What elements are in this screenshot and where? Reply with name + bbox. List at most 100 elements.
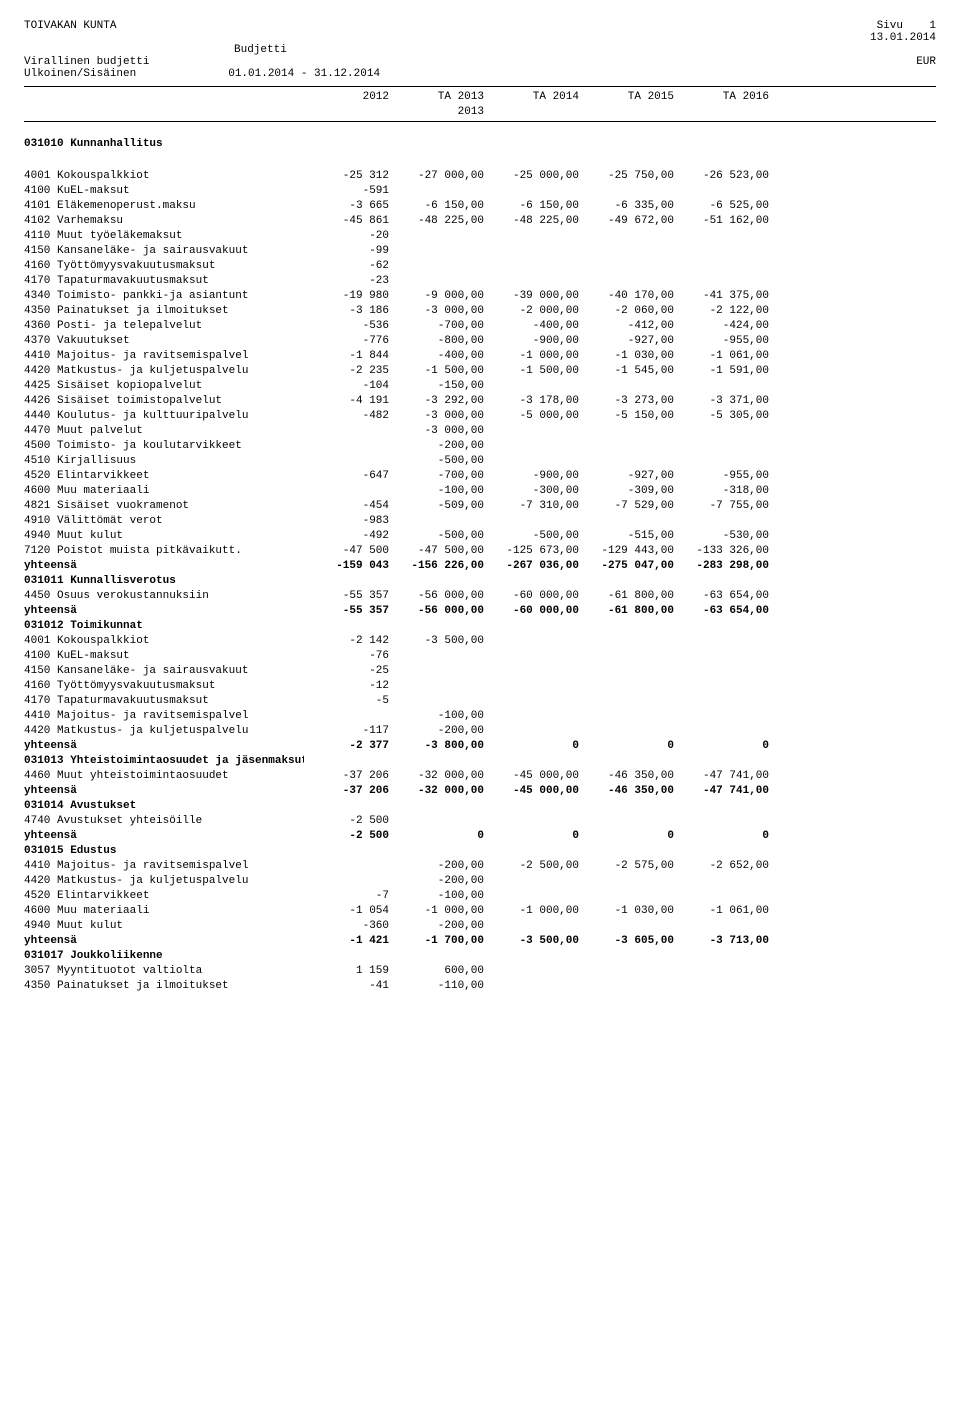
row-value: 0 — [399, 828, 494, 843]
row-value — [589, 663, 684, 678]
row-value: -400,00 — [494, 318, 589, 333]
row-value: -60 000,00 — [494, 588, 589, 603]
row-value: -48 225,00 — [399, 213, 494, 228]
row-value: -1 591,00 — [684, 363, 779, 378]
row-value: -412,00 — [589, 318, 684, 333]
section-header: 031011 Kunnallisverotus — [24, 573, 936, 588]
row-label: yhteensä — [24, 933, 304, 948]
row-value — [494, 888, 589, 903]
row-value: -200,00 — [399, 438, 494, 453]
row-label: 4600 Muu materiaali — [24, 903, 304, 918]
row-value: -309,00 — [589, 483, 684, 498]
row-value: -500,00 — [399, 453, 494, 468]
row-value: -200,00 — [399, 858, 494, 873]
row-value: -1 061,00 — [684, 903, 779, 918]
data-row: 4520 Elintarvikkeet-647-700,00-900,00-92… — [24, 468, 936, 483]
row-value — [304, 873, 399, 888]
row-label: 031017 Joukkoliikenne — [24, 948, 304, 963]
row-value: -45 000,00 — [494, 783, 589, 798]
row-value: -360 — [304, 918, 399, 933]
date-range: 01.01.2014 - 31.12.2014 — [228, 68, 380, 80]
data-row: 7120 Poistot muista pitkävaikutt.-47 500… — [24, 543, 936, 558]
row-value: -76 — [304, 648, 399, 663]
row-value — [494, 753, 589, 768]
row-value: -927,00 — [589, 333, 684, 348]
row-value: -700,00 — [399, 468, 494, 483]
row-value — [399, 273, 494, 288]
row-value — [399, 663, 494, 678]
row-value: -125 673,00 — [494, 543, 589, 558]
row-value — [684, 843, 779, 858]
row-value: -129 443,00 — [589, 543, 684, 558]
row-value: -1 000,00 — [399, 903, 494, 918]
row-value: -46 350,00 — [589, 768, 684, 783]
row-value: -300,00 — [494, 483, 589, 498]
row-value: -6 525,00 — [684, 198, 779, 213]
data-row: 4102 Varhemaksu-45 861-48 225,00-48 225,… — [24, 213, 936, 228]
row-value: -20 — [304, 228, 399, 243]
row-value — [494, 243, 589, 258]
row-value — [589, 723, 684, 738]
row-value: -275 047,00 — [589, 558, 684, 573]
row-value: -700,00 — [399, 318, 494, 333]
row-value: -200,00 — [399, 723, 494, 738]
row-value — [684, 438, 779, 453]
data-row: 4510 Kirjallisuus-500,00 — [24, 453, 936, 468]
data-row: 4425 Sisäiset kopiopalvelut-104-150,00 — [24, 378, 936, 393]
row-label: 4440 Koulutus- ja kulttuuripalvelu — [24, 408, 304, 423]
row-value — [494, 258, 589, 273]
row-value: -591 — [304, 183, 399, 198]
data-row: 4410 Majoitus- ja ravitsemispalvel -200,0… — [24, 858, 936, 873]
row-label: 4940 Muut kulut — [24, 528, 304, 543]
row-value — [684, 136, 779, 151]
row-value — [589, 948, 684, 963]
row-value — [399, 678, 494, 693]
row-value — [399, 228, 494, 243]
row-value: -7 310,00 — [494, 498, 589, 513]
data-row: 4100 KuEL-maksut-591 — [24, 183, 936, 198]
row-label: 4360 Posti- ja telepalvelut — [24, 318, 304, 333]
total-row: yhteensä-2 5000000 — [24, 828, 936, 843]
row-value — [684, 963, 779, 978]
row-value — [304, 618, 399, 633]
page-label: Sivu — [877, 20, 903, 32]
data-row: 4100 KuEL-maksut-76 — [24, 648, 936, 663]
data-row: 4001 Kokouspalkkiot-2 142-3 500,00 — [24, 633, 936, 648]
row-value: -61 800,00 — [589, 588, 684, 603]
row-value — [399, 648, 494, 663]
row-value — [494, 723, 589, 738]
row-label: 4102 Varhemaksu — [24, 213, 304, 228]
row-value — [494, 273, 589, 288]
page-number: 1 — [929, 20, 936, 32]
row-value: -63 654,00 — [684, 603, 779, 618]
row-value — [494, 813, 589, 828]
row-value: -2 122,00 — [684, 303, 779, 318]
row-value — [494, 663, 589, 678]
data-row: 4910 Välittömät verot-983 — [24, 513, 936, 528]
row-label: 4410 Majoitus- ja ravitsemispalvel — [24, 348, 304, 363]
row-value — [684, 678, 779, 693]
row-label: 031012 Toimikunnat — [24, 618, 304, 633]
row-label: yhteensä — [24, 603, 304, 618]
row-value: -647 — [304, 468, 399, 483]
data-row: 4160 Työttömyysvakuutusmaksut-62 — [24, 258, 936, 273]
row-label: 031014 Avustukset — [24, 798, 304, 813]
row-value: -927,00 — [589, 468, 684, 483]
row-value — [589, 693, 684, 708]
row-value — [684, 888, 779, 903]
row-value: -500,00 — [494, 528, 589, 543]
row-value — [494, 633, 589, 648]
row-value: -47 500,00 — [399, 543, 494, 558]
row-label: 4150 Kansaneläke- ja sairausvakuut — [24, 663, 304, 678]
row-label: 4101 Eläkemenoperust.maksu — [24, 198, 304, 213]
row-value — [399, 948, 494, 963]
row-value — [494, 183, 589, 198]
row-value — [304, 708, 399, 723]
row-value: 0 — [494, 828, 589, 843]
row-value: 0 — [589, 828, 684, 843]
row-value: -45 000,00 — [494, 768, 589, 783]
row-value — [589, 813, 684, 828]
row-label: 4410 Majoitus- ja ravitsemispalvel — [24, 858, 304, 873]
row-value: -26 523,00 — [684, 168, 779, 183]
row-label: 4350 Painatukset ja ilmoitukset — [24, 303, 304, 318]
